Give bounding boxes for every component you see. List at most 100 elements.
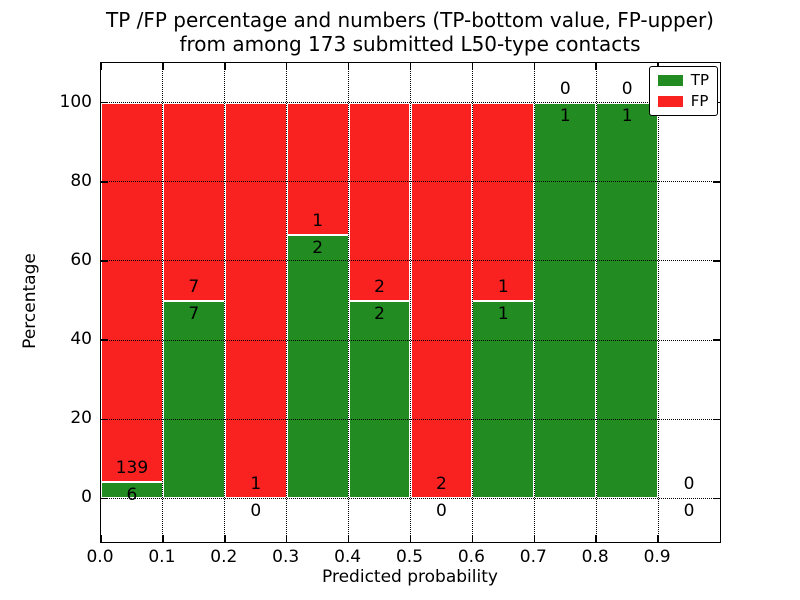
- x-tick: [285, 535, 288, 542]
- tp-count-label: 0: [436, 501, 447, 522]
- x-tick: [224, 535, 226, 542]
- x-tick-top: [409, 63, 412, 70]
- x-tick: [409, 535, 412, 542]
- legend-label-tp: TP: [690, 71, 709, 89]
- y-gridline: [101, 418, 720, 420]
- x-tick-top: [533, 63, 536, 70]
- bar-segment-fp: [224, 102, 287, 499]
- bar-segment-fp: [472, 102, 535, 301]
- x-tick-top: [100, 63, 102, 70]
- x-gridline: [595, 63, 597, 542]
- x-tick-label: 0.3: [272, 547, 300, 567]
- x-tick-label: 0.6: [457, 547, 485, 567]
- x-tick-top: [162, 63, 164, 70]
- bar-segment-tp: [162, 300, 225, 499]
- legend-label-fp: FP: [690, 92, 709, 110]
- tp-count-label: 6: [126, 485, 138, 506]
- tp-count-label: 1: [621, 105, 633, 126]
- legend: TP FP: [648, 66, 718, 116]
- x-tick-label: 0.0: [86, 547, 114, 567]
- tp-count-label: 2: [374, 303, 385, 324]
- y-tick: [101, 181, 108, 183]
- bar-segment-tp: [534, 102, 597, 499]
- y-tick-right: [713, 181, 720, 183]
- legend-entry-fp: FP: [657, 92, 709, 110]
- bar-segment-tp: [472, 300, 535, 499]
- x-tick-top: [471, 63, 474, 70]
- x-tick-top: [347, 63, 350, 70]
- bar-segment-fp: [101, 102, 163, 483]
- bar-segment-fp: [348, 102, 411, 301]
- x-tick-top: [595, 63, 597, 70]
- x-tick-label: 0.8: [581, 547, 609, 567]
- tp-count-label: 0: [683, 501, 695, 522]
- tp-count-label: 1: [559, 105, 571, 126]
- fp-count-label: 2: [436, 474, 447, 495]
- y-gridline: [101, 497, 720, 499]
- x-gridline: [286, 63, 288, 542]
- fp-count-label: 1: [497, 276, 509, 297]
- y-gridline: [101, 260, 720, 262]
- tp-count-label: 7: [188, 303, 200, 324]
- x-tick-label: 0.1: [148, 547, 176, 567]
- y-gridline: [101, 181, 720, 183]
- x-tick-label: 0.7: [519, 547, 547, 567]
- fp-count-label: 0: [559, 78, 571, 99]
- fp-count-label: 0: [683, 474, 695, 495]
- x-tick: [471, 535, 474, 542]
- x-gridline: [162, 63, 164, 542]
- plot-area: TP FP 139 6 7 7 1 0 1 2 2 2 2 0 1 1 0 1 0 1 0 0: [100, 62, 721, 543]
- y-tick: [101, 260, 108, 262]
- y-tick-right: [713, 260, 720, 262]
- x-axis-label: Predicted probability: [322, 567, 498, 587]
- bar-segment-tp: [348, 300, 411, 499]
- y-tick-right: [713, 497, 720, 500]
- tp-count-label: 0: [250, 501, 262, 522]
- fp-count-label: 2: [374, 276, 385, 297]
- y-tick: [101, 339, 108, 341]
- x-tick: [533, 535, 536, 542]
- bar-segment-fp: [162, 102, 225, 301]
- x-tick-label: 0.2: [210, 547, 238, 567]
- fp-count-label: 0: [621, 78, 633, 99]
- x-tick-top: [224, 63, 226, 70]
- y-tick: [101, 497, 108, 500]
- fp-count-label: 1: [312, 210, 324, 231]
- bar-segment-fp: [286, 102, 349, 235]
- y-gridline: [101, 102, 720, 104]
- y-tick-label: 80: [70, 170, 92, 191]
- y-tick-label: 40: [70, 329, 92, 350]
- fp-count-label: 7: [188, 276, 200, 297]
- x-gridline: [471, 63, 473, 542]
- x-tick: [100, 535, 102, 542]
- y-tick: [101, 418, 108, 421]
- y-tick: [101, 101, 108, 104]
- y-tick-label: 100: [59, 91, 92, 112]
- y-gridline: [101, 339, 720, 341]
- x-tick: [162, 535, 164, 542]
- x-tick-label: 0.9: [643, 547, 671, 567]
- tp-count-label: 2: [312, 237, 324, 258]
- x-tick-label: 0.5: [395, 547, 424, 567]
- y-axis-label: Percentage: [20, 253, 40, 349]
- tp-swatch-icon: [657, 75, 683, 86]
- fp-count-label: 1: [250, 474, 262, 495]
- y-tick-label: 0: [81, 487, 92, 508]
- x-tick-label: 0.4: [334, 547, 362, 567]
- bar-segment-tp: [596, 102, 659, 499]
- x-gridline: [410, 63, 411, 542]
- fp-count-label: 139: [115, 458, 149, 479]
- legend-entry-tp: TP: [657, 71, 709, 89]
- y-tick-label: 20: [70, 408, 92, 429]
- x-tick-top: [285, 63, 288, 70]
- bar-segment-tp: [286, 234, 349, 499]
- y-tick-label: 60: [70, 249, 92, 270]
- chart-title-line2: from among 173 submitted L50-type contac…: [179, 32, 641, 56]
- x-tick: [595, 535, 597, 542]
- bar-segment-fp: [410, 102, 473, 499]
- y-tick-right: [713, 418, 720, 421]
- fp-swatch-icon: [657, 96, 683, 107]
- tp-count-label: 1: [497, 303, 509, 324]
- x-tick: [347, 535, 350, 542]
